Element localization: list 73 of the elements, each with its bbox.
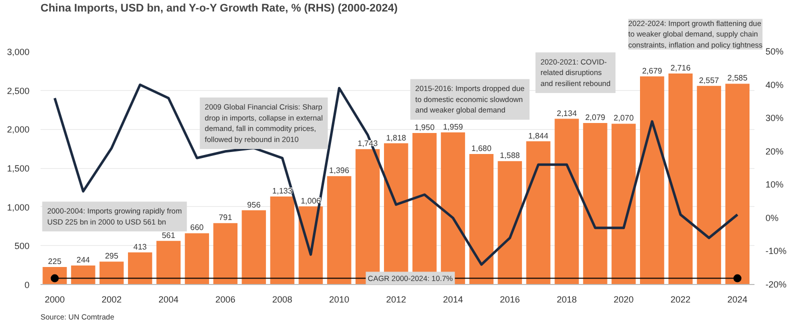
data-label: 225 <box>48 257 62 266</box>
bar <box>242 210 266 284</box>
y2-tick-label: -10% <box>766 246 787 256</box>
x-tick-label: 2014 <box>442 294 463 304</box>
data-label: 2,557 <box>698 76 720 85</box>
bar <box>554 118 579 284</box>
x-tick-label: 2000 <box>44 294 65 304</box>
x-tick-label: 2002 <box>102 294 122 304</box>
data-label: 2,585 <box>727 74 748 83</box>
y2-tick-label: 40% <box>766 80 784 90</box>
y-tick-label: 500 <box>14 241 30 252</box>
data-label: 791 <box>218 213 233 222</box>
y2-tick-label: 10% <box>766 180 784 190</box>
data-label: 1,950 <box>414 123 436 132</box>
bar <box>725 84 750 284</box>
chart-title: China Imports, USD bn, and Y-o-Y Growth Rate, % (RHS) (2000-2024) <box>40 2 398 14</box>
data-label: 1,396 <box>329 166 350 176</box>
x-tick-label: 2024 <box>727 294 748 304</box>
x-tick-label: 2016 <box>500 294 520 304</box>
bar <box>156 240 181 284</box>
x-tick-label: 2010 <box>329 294 350 304</box>
data-label: 1,844 <box>528 131 549 140</box>
y-tick-label: 3,000 <box>6 47 30 57</box>
data-label: 413 <box>133 242 148 252</box>
bar <box>526 141 550 284</box>
bar <box>612 124 636 284</box>
data-label: 244 <box>76 256 90 265</box>
y-tick-label: 1,000 <box>6 202 30 212</box>
y-tick-label: 0 <box>24 280 30 290</box>
bar <box>668 74 693 284</box>
data-label: 2,079 <box>585 113 606 122</box>
data-label: 2,679 <box>642 66 663 76</box>
y-tick-label: 2,000 <box>6 124 30 135</box>
data-label: 1,818 <box>386 133 407 142</box>
bar <box>270 196 294 284</box>
bar <box>327 176 352 284</box>
bar <box>696 86 722 284</box>
data-label: 1,743 <box>358 139 378 148</box>
data-label: 660 <box>190 223 204 232</box>
x-tick-label: 2006 <box>215 294 236 304</box>
bar <box>213 223 238 284</box>
y2-tick-label: -20% <box>766 280 787 290</box>
data-label: 1,959 <box>442 122 464 132</box>
data-label: 2,134 <box>556 108 578 118</box>
bar <box>498 161 522 284</box>
bar <box>583 123 608 284</box>
data-label: 561 <box>162 230 176 240</box>
x-tick-label: 2008 <box>272 294 292 304</box>
data-label: 2,070 <box>614 114 634 123</box>
y2-tick-label: 20% <box>766 146 784 156</box>
bar <box>71 266 96 284</box>
x-tick-label: 2018 <box>556 294 577 304</box>
y2-tick-label: 50% <box>766 46 784 56</box>
x-tick-label: 2004 <box>158 294 179 304</box>
data-label: 1,006 <box>300 196 322 206</box>
bar <box>184 233 210 284</box>
bar <box>100 262 124 284</box>
data-label: 1,680 <box>471 144 492 154</box>
y-tick-label: 1,500 <box>6 164 30 174</box>
x-tick-label: 2022 <box>670 294 691 304</box>
x-tick-label: 2012 <box>386 294 406 304</box>
data-label: 956 <box>247 200 262 210</box>
y2-tick-label: 0% <box>766 212 779 223</box>
y-tick-label: 2,500 <box>6 86 30 96</box>
x-tick-label: 2020 <box>614 294 634 304</box>
data-label: 1,588 <box>500 151 520 160</box>
bar <box>469 154 494 284</box>
data-label: 295 <box>104 252 119 261</box>
data-label: 2,716 <box>670 64 692 73</box>
bar <box>640 76 664 284</box>
data-label: 1,133 <box>272 186 293 196</box>
bar <box>128 252 152 284</box>
y2-tick-label: 30% <box>766 113 784 124</box>
